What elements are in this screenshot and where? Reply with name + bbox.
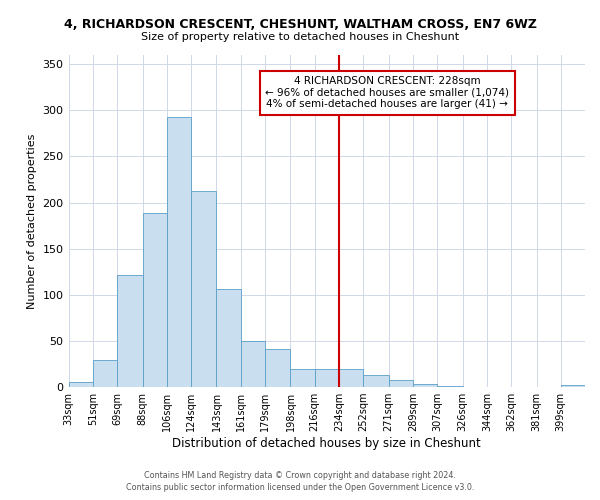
- Bar: [68, 382, 93, 387]
- Bar: [217, 290, 241, 387]
- Bar: [167, 117, 191, 387]
- Bar: [314, 368, 339, 387]
- Bar: [363, 375, 389, 387]
- Bar: [191, 190, 217, 387]
- Text: Contains HM Land Registry data © Crown copyright and database right 2024.
Contai: Contains HM Land Registry data © Crown c…: [126, 471, 474, 492]
- Text: Size of property relative to detached houses in Cheshunt: Size of property relative to detached ho…: [141, 32, 459, 42]
- Bar: [290, 368, 314, 387]
- Bar: [117, 274, 143, 387]
- Bar: [413, 384, 437, 387]
- Bar: [339, 368, 363, 387]
- Text: 4 RICHARDSON CRESCENT: 228sqm
← 96% of detached houses are smaller (1,074)
4% of: 4 RICHARDSON CRESCENT: 228sqm ← 96% of d…: [265, 76, 509, 110]
- Bar: [241, 341, 265, 387]
- Text: 4, RICHARDSON CRESCENT, CHESHUNT, WALTHAM CROSS, EN7 6WZ: 4, RICHARDSON CRESCENT, CHESHUNT, WALTHA…: [64, 18, 536, 30]
- X-axis label: Distribution of detached houses by size in Cheshunt: Distribution of detached houses by size …: [172, 437, 481, 450]
- Bar: [143, 212, 167, 387]
- Bar: [437, 386, 463, 387]
- Y-axis label: Number of detached properties: Number of detached properties: [27, 134, 37, 308]
- Bar: [93, 360, 117, 387]
- Bar: [265, 350, 290, 387]
- Bar: [389, 380, 413, 387]
- Bar: [561, 385, 585, 387]
